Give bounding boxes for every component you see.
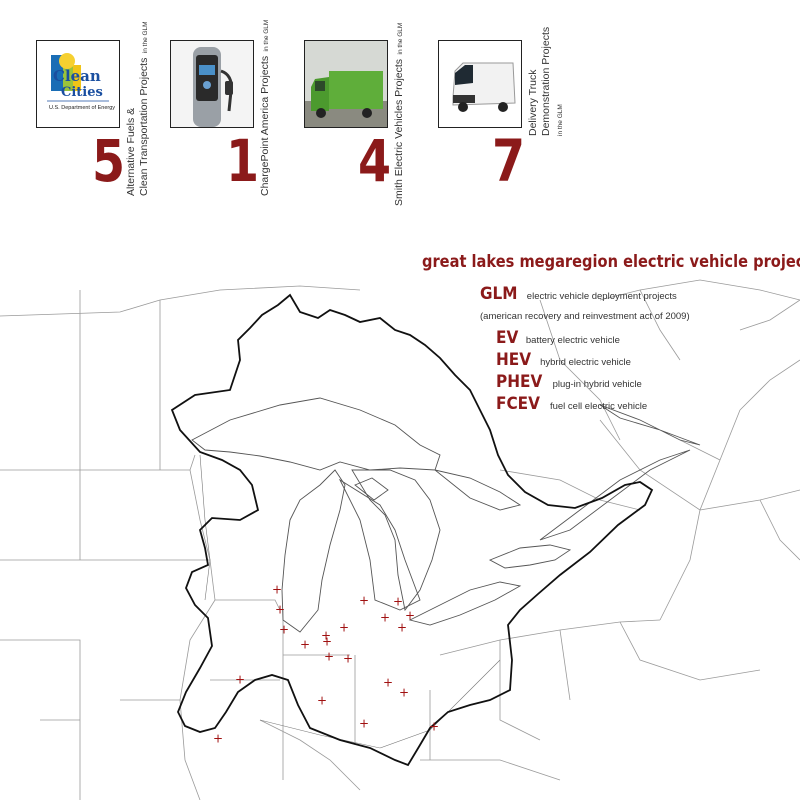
glm-desc-line2: (american recovery and reinvestment act … bbox=[480, 311, 690, 322]
green-truck-photo bbox=[305, 41, 387, 127]
state-borders bbox=[0, 279, 800, 800]
legend-abbr: FCEV bbox=[496, 394, 540, 414]
legend-desc: plug-in hybrid vehicle bbox=[552, 379, 642, 390]
legend-abbr: HEV bbox=[496, 350, 532, 370]
megaregion-boundary bbox=[170, 293, 654, 767]
legend-desc: fuel cell electric vehicle bbox=[549, 401, 648, 412]
chargepoint-count: 1 bbox=[226, 127, 260, 195]
legend-phev: PHEV plug-in hybrid vehicle bbox=[496, 372, 642, 392]
map-title: great lakes megaregion electric vehicle … bbox=[422, 252, 800, 272]
glm-desc-line1: electric vehicle deployment projects bbox=[526, 291, 677, 302]
clean-cities-logo: Clean Cities U.S. Department of Energy bbox=[47, 53, 115, 111]
clean-cities-count: 5 bbox=[92, 127, 126, 195]
project-marker: + bbox=[321, 629, 331, 643]
project-marker: + bbox=[399, 686, 409, 700]
project-marker: + bbox=[359, 717, 369, 731]
project-marker: + bbox=[275, 603, 285, 617]
great-lakes-shorelines bbox=[191, 397, 701, 633]
legend-abbr: PHEV bbox=[496, 372, 543, 392]
clean-cities-label: Alternative Fuels & Clean Transportation… bbox=[125, 21, 150, 196]
project-marker: + bbox=[300, 638, 310, 652]
project-marker: + bbox=[317, 694, 327, 708]
delivery-truck-label: Delivery Truck Demonstration Projects in… bbox=[527, 26, 564, 136]
svg-text:U.S. Department of Energy: U.S. Department of Energy bbox=[49, 105, 115, 111]
project-marker: + bbox=[343, 652, 353, 666]
project-marker: + bbox=[339, 621, 349, 635]
smith-electric-tile bbox=[304, 40, 388, 128]
project-marker: + bbox=[429, 720, 439, 734]
project-marker: + bbox=[380, 611, 390, 625]
legend-desc: hybrid electric vehicle bbox=[540, 357, 631, 368]
delivery-truck-tile bbox=[438, 40, 522, 128]
svg-text:Cities: Cities bbox=[61, 85, 103, 100]
legend-hev: HEV hybrid electric vehicle bbox=[496, 350, 631, 370]
white-van-photo bbox=[439, 41, 521, 127]
clean-cities-tile: Clean Cities U.S. Department of Energy bbox=[36, 40, 120, 128]
smith-electric-label: Smith Electric Vehicles Projects in the … bbox=[393, 22, 405, 206]
project-marker: + bbox=[235, 673, 245, 687]
legend-fcev: FCEV fuel cell electric vehicle bbox=[496, 394, 647, 414]
project-marker: + bbox=[397, 621, 407, 635]
charging-station-photo bbox=[171, 41, 253, 127]
project-marker: + bbox=[272, 583, 282, 597]
project-marker: + bbox=[279, 623, 289, 637]
legend-abbr: EV bbox=[496, 328, 519, 348]
svg-text:Clean: Clean bbox=[53, 67, 101, 85]
project-marker: + bbox=[322, 635, 332, 649]
project-marker: + bbox=[359, 594, 369, 608]
legend-desc: battery electric vehicle bbox=[525, 335, 620, 346]
glm-legend: GLM electric vehicle deployment projects… bbox=[480, 284, 690, 323]
smith-electric-count: 4 bbox=[358, 127, 392, 195]
glm-abbr: GLM bbox=[480, 284, 518, 304]
project-marker: + bbox=[213, 732, 223, 746]
delivery-truck-count: 7 bbox=[492, 127, 526, 195]
project-markers: ++ ++ ++ +++++ ++++++ ++++ bbox=[213, 583, 439, 746]
project-marker: + bbox=[324, 650, 334, 664]
project-marker: + bbox=[405, 609, 415, 623]
rivers bbox=[199, 454, 501, 749]
project-marker: + bbox=[393, 595, 403, 609]
legend-ev: EV battery electric vehicle bbox=[496, 328, 620, 348]
chargepoint-label: ChargePoint America Projects in the GLM bbox=[259, 19, 271, 196]
project-marker: + bbox=[383, 676, 393, 690]
chargepoint-tile bbox=[170, 40, 254, 128]
